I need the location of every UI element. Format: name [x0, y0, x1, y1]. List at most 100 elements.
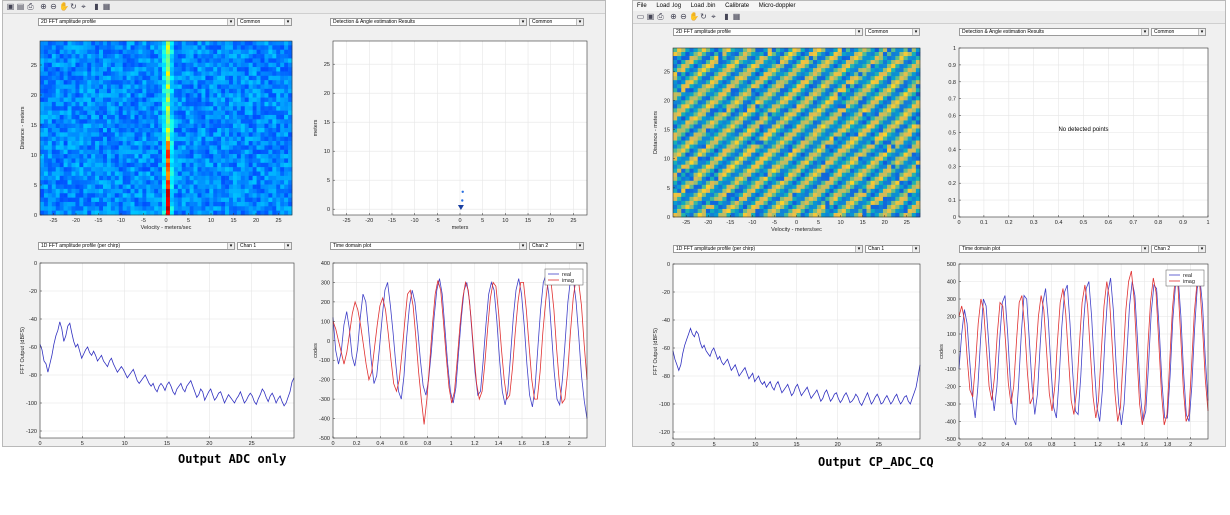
heatmap-cell [792, 168, 797, 174]
heatmap-cell [808, 128, 814, 133]
heatmap-cell [747, 176, 752, 182]
pan-icon[interactable]: ✋ [59, 2, 69, 11]
plot-type-select-bottom-right[interactable]: Time domain plot ▾ [959, 245, 1149, 253]
heatmap-cell [915, 76, 921, 81]
pan-icon[interactable]: ✋ [689, 12, 699, 21]
heatmap-cell [181, 210, 186, 216]
heatmap-cell [71, 54, 76, 59]
range-profile-plot[interactable]: 0 5 10 15 20 25 0 -20 -40 -60 -80 -100 -120 FFT Outpu… [3, 1, 607, 448]
heatmap-cell [817, 112, 822, 117]
heatmap-cell [878, 72, 884, 77]
colorbar-icon[interactable]: ▮ [724, 12, 729, 21]
range-doppler-heatmap[interactable]: -25 -20 -15 -10 -5 0 5 10 15 20 25 0 5 10 15 20 25 Veloci… [633, 1, 1227, 448]
zoom-out-icon[interactable]: ⊖ [680, 12, 687, 21]
heatmap-cell [825, 88, 830, 93]
heatmap-cell [870, 76, 876, 81]
heatmap-cell [800, 116, 806, 121]
heatmap-cell [899, 116, 904, 121]
mode-select-bottom-right[interactable]: Chan 2 ▾ [1151, 245, 1206, 253]
mode-select-top-left[interactable]: Common ▾ [237, 18, 292, 26]
plot-type-select-top-left[interactable]: 2D FFT amplitude profile ▾ [673, 28, 863, 36]
heatmap-cell [887, 124, 892, 129]
heatmap-cell [205, 158, 210, 164]
mode-select-top-left[interactable]: Common ▾ [865, 28, 920, 36]
plot-type-select-top-left[interactable]: 2D FFT amplitude profile ▾ [38, 18, 235, 26]
menu-load-bin[interactable]: Load .bin [690, 3, 716, 9]
heatmap-cell [866, 52, 871, 57]
plot-type-select-top-right[interactable]: Detection & Angle estimation Results ▾ [330, 18, 527, 26]
heatmap-cell [244, 128, 249, 133]
range-doppler-heatmap[interactable]: -25 -20 -15 -10 -5 0 5 10 15 20 25 0 5 10 15 20 25 Veloci… [3, 1, 607, 448]
heatmap-cell [288, 106, 293, 111]
heatmap-cell [829, 92, 834, 97]
plot-type-select-bottom-right[interactable]: Time domain plot ▾ [330, 242, 527, 250]
zoom-in-icon[interactable]: ⊕ [670, 12, 677, 21]
heatmap-cell [71, 58, 76, 64]
heatmap-cell [99, 193, 104, 198]
save-icon[interactable]: ▣ [6, 2, 15, 11]
print-icon[interactable]: ⎙ [27, 2, 34, 11]
save-as-icon[interactable]: ▤ [16, 2, 25, 11]
heatmap-cell [751, 152, 756, 157]
zoom-out-icon[interactable]: ⊖ [50, 2, 57, 11]
heatmap-cell [738, 56, 744, 61]
heatmap-cell [79, 62, 84, 68]
heatmap-cell [812, 100, 818, 105]
heatmap-cell [907, 108, 913, 113]
heatmap-cell [240, 97, 246, 103]
heatmap-cell [800, 52, 806, 57]
x-tick-label: -10 [411, 218, 419, 224]
plot-type-select-top-right[interactable]: Detection & Angle estimation Results ▾ [959, 28, 1149, 36]
heatmap-cell [225, 49, 230, 55]
colorbar-icon[interactable]: ▮ [94, 2, 99, 11]
heatmap-cell [899, 60, 904, 65]
zoom-in-icon[interactable]: ⊕ [40, 2, 47, 11]
detected-point[interactable] [457, 205, 464, 211]
heatmap-cell [248, 175, 253, 181]
heatmap-cell [264, 132, 269, 137]
heatmap-cell [726, 180, 731, 186]
legend-icon[interactable]: ▦ [732, 12, 741, 21]
heatmap-cell [110, 149, 116, 155]
plot-type-select-bottom-left[interactable]: 1D FFT amplitude profile (per chirp) ▾ [673, 245, 863, 253]
heatmap-cell [229, 71, 234, 77]
mode-select-bottom-right[interactable]: Chan 2 ▾ [529, 242, 584, 250]
heatmap-cell [796, 156, 801, 161]
heatmap-cell [685, 172, 690, 178]
heatmap-cell [673, 108, 678, 113]
detection-scatter-plot[interactable]: -25 -20 -15 -10 -5 0 5 10 15 20 25 0 5 10 15 20 25 meters… [3, 1, 607, 448]
rotate-icon[interactable]: ↻ [700, 12, 707, 21]
heatmap-cell [882, 64, 888, 69]
heatmap-cell [722, 72, 727, 77]
save-icon[interactable]: ▣ [646, 12, 655, 21]
heatmap-cell [272, 101, 277, 107]
data-cursor-icon[interactable]: ⌖ [81, 2, 86, 11]
heatmap-cell [43, 171, 49, 177]
detected-point[interactable] [461, 199, 464, 202]
heatmap-cell [693, 168, 698, 174]
heatmap-cell [903, 128, 908, 133]
mode-select-top-right[interactable]: Common ▾ [1151, 28, 1206, 36]
data-cursor-icon[interactable]: ⌖ [711, 12, 716, 21]
time-domain-plot[interactable]: 0 0.2 0.4 0.6 0.8 1 1.2 1.4 1.6 1.8 2 400 300 200 100 0… [3, 1, 607, 448]
rotate-icon[interactable]: ↻ [70, 2, 77, 11]
detected-point[interactable] [461, 190, 464, 193]
mode-select-top-right[interactable]: Common ▾ [529, 18, 584, 26]
legend-icon[interactable]: ▦ [102, 2, 111, 11]
menu-micro-doppler[interactable]: Micro-doppler [758, 3, 796, 9]
plot-type-select-bottom-left[interactable]: 1D FFT amplitude profile (per chirp) ▾ [38, 242, 235, 250]
legend-box[interactable] [544, 268, 584, 286]
heatmap-cell [870, 176, 876, 182]
heatmap-cell [280, 75, 285, 81]
mode-select-bottom-left[interactable]: Chan 1 ▾ [237, 242, 292, 250]
heatmap-cell [177, 106, 183, 111]
heatmap-cell [106, 180, 112, 185]
menu-file[interactable]: File [637, 3, 647, 9]
heatmap-cell [767, 52, 773, 57]
print-icon[interactable]: ⎙ [657, 12, 664, 21]
mode-select-bottom-left[interactable]: Chan 1 ▾ [865, 245, 920, 253]
open-icon[interactable]: ▭ [636, 12, 645, 21]
menu-calibrate[interactable]: Calibrate [725, 3, 750, 9]
menu-load-log[interactable]: Load .log [656, 3, 682, 9]
heatmap-cell [903, 76, 908, 81]
